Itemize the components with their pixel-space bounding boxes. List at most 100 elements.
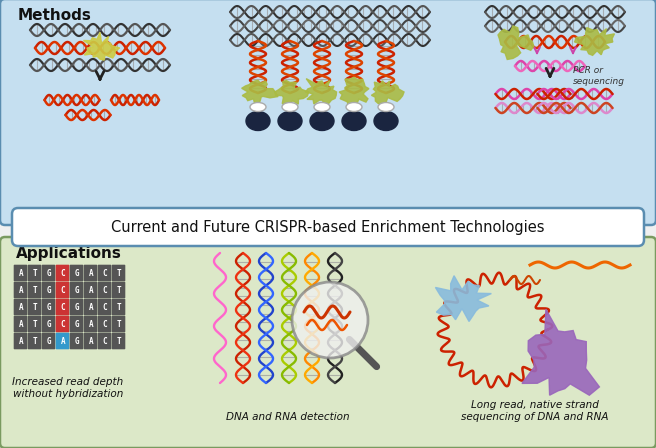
Text: T: T <box>117 285 121 294</box>
FancyBboxPatch shape <box>42 265 55 281</box>
Text: T: T <box>33 319 37 328</box>
Text: A: A <box>18 268 24 277</box>
Text: C: C <box>103 336 108 345</box>
Polygon shape <box>275 81 309 107</box>
Text: Targeted fragmentation: Targeted fragmentation <box>38 207 162 217</box>
Text: G: G <box>75 268 79 277</box>
FancyBboxPatch shape <box>28 282 41 298</box>
FancyBboxPatch shape <box>56 282 70 298</box>
Text: T: T <box>33 302 37 311</box>
FancyBboxPatch shape <box>12 208 644 246</box>
Polygon shape <box>575 28 615 56</box>
Text: T: T <box>117 302 121 311</box>
Text: T: T <box>33 285 37 294</box>
Polygon shape <box>306 79 337 106</box>
FancyBboxPatch shape <box>42 333 55 349</box>
Text: Long read, native strand
sequencing of DNA and RNA: Long read, native strand sequencing of D… <box>461 401 609 422</box>
FancyBboxPatch shape <box>28 316 41 332</box>
FancyBboxPatch shape <box>84 316 97 332</box>
Text: C: C <box>61 319 66 328</box>
FancyBboxPatch shape <box>14 282 28 298</box>
Polygon shape <box>83 32 119 60</box>
FancyBboxPatch shape <box>56 265 70 281</box>
FancyBboxPatch shape <box>84 299 97 315</box>
FancyBboxPatch shape <box>98 316 112 332</box>
Ellipse shape <box>282 103 298 112</box>
FancyBboxPatch shape <box>84 265 97 281</box>
Ellipse shape <box>310 112 334 130</box>
FancyBboxPatch shape <box>28 265 41 281</box>
FancyBboxPatch shape <box>14 265 28 281</box>
Text: DNA and RNA detection: DNA and RNA detection <box>226 412 350 422</box>
FancyBboxPatch shape <box>98 282 112 298</box>
FancyBboxPatch shape <box>98 265 112 281</box>
Text: C: C <box>103 319 108 328</box>
FancyBboxPatch shape <box>84 282 97 298</box>
FancyBboxPatch shape <box>56 299 70 315</box>
Text: Increased read depth
without hybridization: Increased read depth without hybridizati… <box>12 377 123 399</box>
Circle shape <box>292 282 368 358</box>
FancyBboxPatch shape <box>0 0 656 225</box>
FancyBboxPatch shape <box>98 299 112 315</box>
Text: Current and Future CRISPR-based Enrichment Technologies: Current and Future CRISPR-based Enrichme… <box>112 220 544 234</box>
FancyBboxPatch shape <box>70 282 83 298</box>
Ellipse shape <box>246 112 270 130</box>
Text: Methods: Methods <box>18 8 92 23</box>
FancyBboxPatch shape <box>84 333 97 349</box>
Text: Targeted binding and purification: Targeted binding and purification <box>243 207 417 217</box>
Text: Targeted adaptor ligation: Targeted adaptor ligation <box>489 207 621 217</box>
Ellipse shape <box>378 103 394 112</box>
Text: C: C <box>103 285 108 294</box>
FancyBboxPatch shape <box>56 316 70 332</box>
Text: C: C <box>103 268 108 277</box>
Text: G: G <box>47 302 51 311</box>
FancyBboxPatch shape <box>14 316 28 332</box>
Ellipse shape <box>278 112 302 130</box>
Text: G: G <box>47 336 51 345</box>
Polygon shape <box>436 276 491 322</box>
Text: A: A <box>89 302 93 311</box>
Text: A: A <box>18 336 24 345</box>
Text: A: A <box>18 285 24 294</box>
Text: C: C <box>61 302 66 311</box>
Text: T: T <box>33 336 37 345</box>
Text: C: C <box>61 285 66 294</box>
Text: G: G <box>47 319 51 328</box>
FancyBboxPatch shape <box>112 282 125 298</box>
FancyBboxPatch shape <box>70 316 83 332</box>
Text: A: A <box>18 319 24 328</box>
FancyBboxPatch shape <box>70 299 83 315</box>
Text: T: T <box>117 319 121 328</box>
FancyBboxPatch shape <box>14 299 28 315</box>
FancyBboxPatch shape <box>98 333 112 349</box>
Polygon shape <box>371 81 404 105</box>
Text: G: G <box>75 319 79 328</box>
FancyBboxPatch shape <box>42 299 55 315</box>
Text: G: G <box>47 285 51 294</box>
FancyBboxPatch shape <box>14 333 28 349</box>
FancyBboxPatch shape <box>28 299 41 315</box>
Text: T: T <box>117 268 121 277</box>
FancyBboxPatch shape <box>112 299 125 315</box>
Text: G: G <box>75 285 79 294</box>
Text: Applications: Applications <box>16 246 122 261</box>
Text: PCR or
sequencing: PCR or sequencing <box>573 66 625 86</box>
Text: G: G <box>75 336 79 345</box>
Text: A: A <box>89 268 93 277</box>
FancyBboxPatch shape <box>0 237 656 448</box>
FancyBboxPatch shape <box>42 282 55 298</box>
Text: G: G <box>75 302 79 311</box>
Ellipse shape <box>250 103 266 112</box>
FancyBboxPatch shape <box>42 316 55 332</box>
Text: A: A <box>89 336 93 345</box>
Text: A: A <box>89 319 93 328</box>
Polygon shape <box>241 80 278 107</box>
Text: A: A <box>18 302 24 311</box>
FancyBboxPatch shape <box>112 333 125 349</box>
Text: A: A <box>61 336 66 345</box>
FancyBboxPatch shape <box>112 316 125 332</box>
FancyBboxPatch shape <box>112 265 125 281</box>
Ellipse shape <box>342 112 366 130</box>
Text: T: T <box>33 268 37 277</box>
Ellipse shape <box>374 112 398 130</box>
